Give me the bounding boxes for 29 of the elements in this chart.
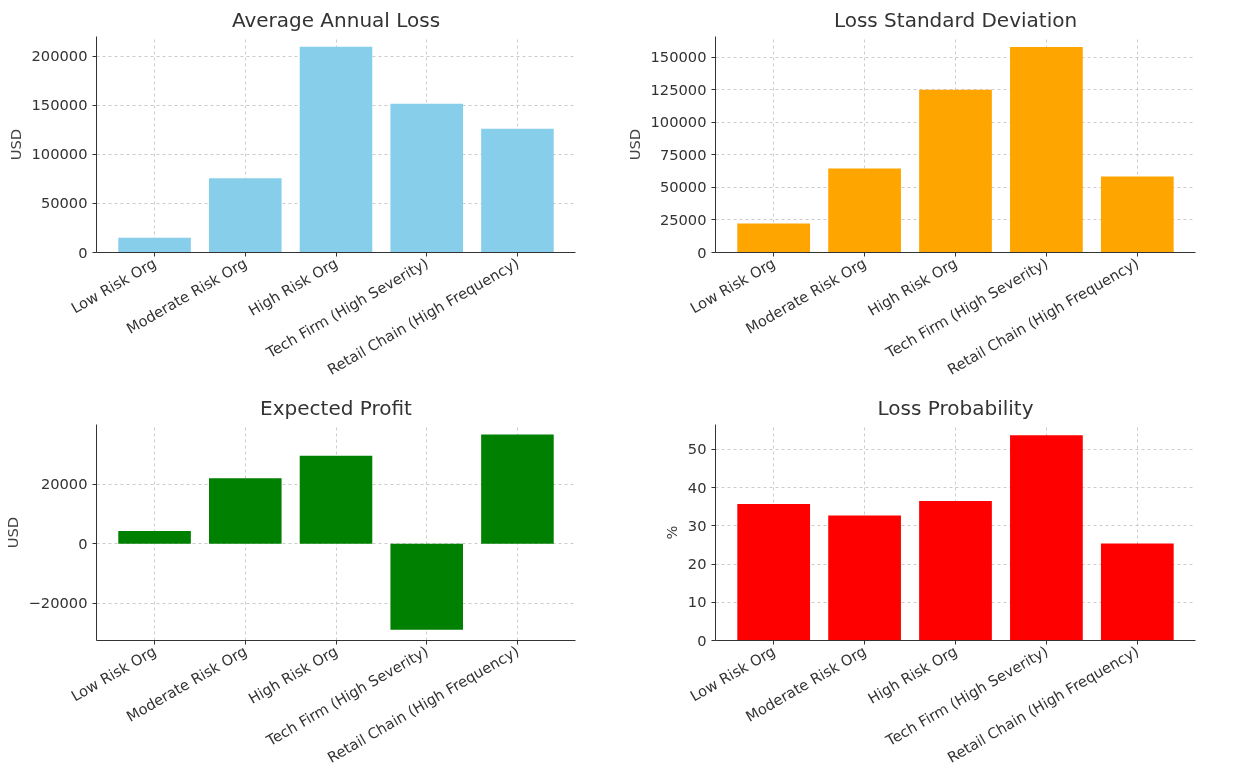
- y-tick-label: 20: [687, 555, 707, 573]
- y-tick-label: 0: [697, 243, 707, 261]
- y-tick-label: 40: [687, 478, 707, 496]
- y-tick-label: 100000: [31, 145, 88, 163]
- y-tick-label: 30: [687, 516, 707, 534]
- y-tick-label: 0: [697, 631, 707, 649]
- y-axis-title: USD: [625, 128, 643, 161]
- chart-title: Loss Probability: [877, 395, 1034, 420]
- chart-title: Loss Standard Deviation: [833, 7, 1078, 32]
- y-tick-label: 150000: [650, 48, 707, 66]
- y-axis-title: USD: [3, 516, 21, 549]
- y-tick-label: 50000: [659, 178, 707, 196]
- y-tick-label: 125000: [650, 80, 707, 98]
- chart-title: Expected Profit: [260, 395, 413, 420]
- y-tick-label: 75000: [659, 145, 707, 163]
- chart-title: Average Annual Loss: [231, 7, 441, 32]
- y-tick-label: 200000: [31, 47, 88, 65]
- y-tick-label: 50: [687, 440, 707, 458]
- y-tick-label: 100000: [650, 113, 707, 131]
- y-tick-label: 50000: [40, 194, 88, 212]
- y-tick-label: 150000: [31, 96, 88, 114]
- y-tick-label: −20000: [28, 594, 88, 612]
- y-tick-label: 20000: [40, 475, 88, 493]
- y-tick-label: 0: [78, 243, 88, 261]
- y-axis-title: USD: [6, 128, 24, 161]
- y-tick-label: 25000: [659, 210, 707, 228]
- y-axis-title: %: [662, 525, 680, 540]
- y-tick-label: 10: [687, 593, 707, 611]
- y-tick-label: 0: [78, 534, 88, 552]
